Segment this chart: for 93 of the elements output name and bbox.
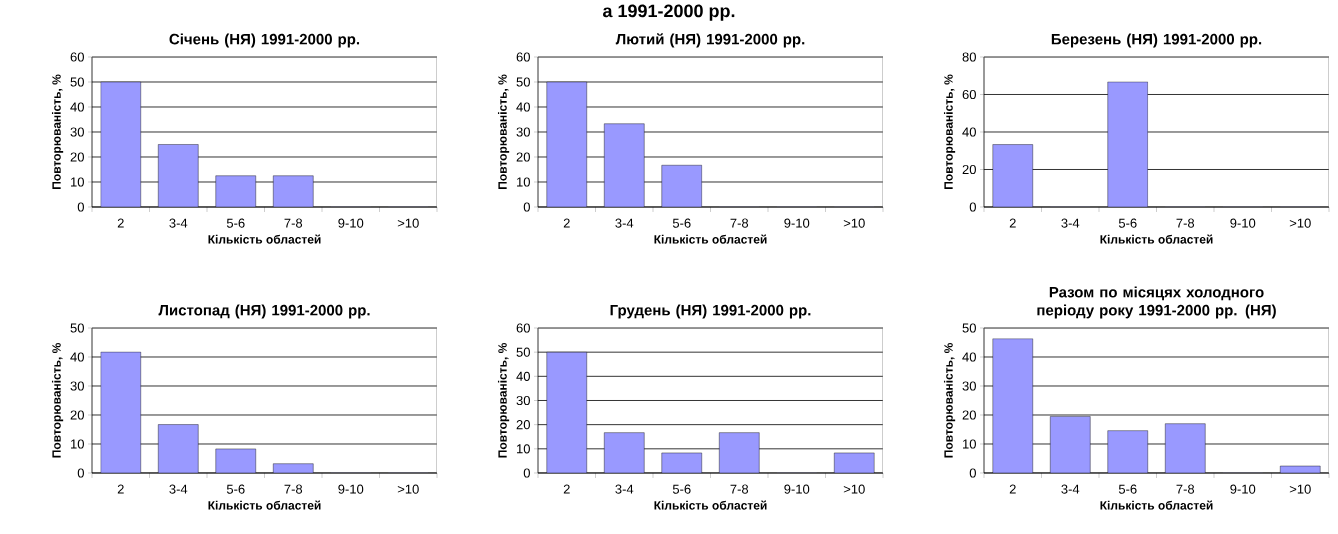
text: а 1991-2000 рр. bbox=[603, 4, 735, 21]
x-tick-label: 2 bbox=[1009, 218, 1016, 228]
x-tick-label: 2 bbox=[117, 484, 124, 494]
y-axis-title: Повторюваність, % bbox=[51, 343, 64, 458]
x-tick-label: 7-8 bbox=[284, 484, 303, 494]
x-tick-label: 2 bbox=[117, 218, 124, 228]
y-tick-label: 20 bbox=[962, 410, 976, 420]
y-tick-label: 10 bbox=[963, 439, 976, 449]
y-tick-label: 20 bbox=[70, 410, 84, 420]
x-tick-label: 3-4 bbox=[615, 484, 634, 494]
y-tick-label: 40 bbox=[962, 127, 976, 137]
x-tick-label: >10 bbox=[1289, 218, 1311, 228]
y-tick-label: 40 bbox=[70, 352, 84, 362]
x-tick-label: 3-4 bbox=[1061, 218, 1080, 228]
x-tick-label: >10 bbox=[397, 484, 419, 494]
y-tick-label: 60 bbox=[516, 323, 530, 333]
x-tick-label: >10 bbox=[1289, 484, 1311, 494]
x-axis-title: Кількість областей bbox=[654, 500, 767, 510]
x-tick-label: 5-6 bbox=[226, 218, 245, 228]
x-tick-label: >10 bbox=[397, 218, 419, 228]
y-tick-label: 50 bbox=[516, 77, 530, 87]
chart-title: Березень (НЯ) 1991-2000 рр. bbox=[1051, 33, 1262, 48]
x-tick-label: 9-10 bbox=[1230, 218, 1256, 228]
x-axis-title: Кількість областей bbox=[1100, 500, 1213, 510]
y-tick-label: 20 bbox=[516, 152, 530, 162]
x-tick-label: 9-10 bbox=[1230, 484, 1256, 494]
y-tick-label: 0 bbox=[969, 468, 976, 478]
chart-title: Грудень (НЯ) 1991-2000 рр. bbox=[610, 304, 811, 319]
y-tick-label: 0 bbox=[77, 468, 84, 478]
y-tick-label: 40 bbox=[962, 352, 976, 362]
chart-title: Лютий (НЯ) 1991-2000 рр. bbox=[615, 33, 805, 48]
x-tick-label: 3-4 bbox=[169, 218, 188, 228]
x-tick-label: 9-10 bbox=[338, 218, 364, 228]
y-axis-title: Повторюваність, % bbox=[497, 74, 510, 189]
x-tick-label: 5-6 bbox=[1118, 484, 1137, 494]
y-tick-label: 30 bbox=[516, 395, 530, 406]
chart-title: Листопад (НЯ) 1991-2000 рр. bbox=[158, 304, 370, 319]
y-tick-label: 50 bbox=[70, 323, 84, 333]
chart-title: Разом по місяцях холодного періоду року 1991-2000 рр. (НЯ) bbox=[1037, 286, 1276, 319]
y-tick-label: 30 bbox=[70, 381, 84, 391]
x-axis-title: Кількість областей bbox=[208, 234, 321, 244]
x-tick-label: 7-8 bbox=[284, 218, 303, 228]
y-tick-label: 20 bbox=[70, 152, 84, 162]
y-axis-title: Повторюваність, % bbox=[51, 74, 64, 189]
y-tick-label: 10 bbox=[517, 177, 530, 187]
x-tick-label: 2 bbox=[1009, 484, 1016, 494]
x-tick-label: 7-8 bbox=[1176, 218, 1195, 228]
y-tick-label: 50 bbox=[962, 323, 976, 333]
y-tick-label: 60 bbox=[962, 89, 976, 100]
y-tick-label: 0 bbox=[77, 202, 84, 212]
y-tick-label: 40 bbox=[70, 102, 84, 112]
x-tick-label: 3-4 bbox=[169, 484, 188, 494]
x-tick-label: 5-6 bbox=[672, 484, 691, 494]
y-axis-title: Повторюваність, % bbox=[943, 74, 956, 189]
y-tick-label: 30 bbox=[70, 127, 84, 137]
x-tick-label: 2 bbox=[563, 218, 570, 228]
x-tick-label: 7-8 bbox=[1176, 484, 1195, 494]
x-tick-label: 5-6 bbox=[1118, 218, 1137, 228]
y-tick-label: 10 bbox=[71, 439, 84, 449]
x-tick-label: 9-10 bbox=[338, 484, 364, 494]
y-tick-label: 50 bbox=[516, 347, 530, 357]
y-tick-label: 60 bbox=[70, 52, 84, 62]
x-tick-label: 2 bbox=[563, 484, 570, 494]
y-axis-title: Повторюваність, % bbox=[497, 343, 510, 458]
y-tick-label: 20 bbox=[962, 164, 976, 175]
y-axis-title: Повторюваність, % bbox=[943, 343, 956, 458]
x-tick-label: >10 bbox=[843, 218, 865, 228]
x-tick-label: 3-4 bbox=[615, 218, 634, 228]
x-tick-label: 5-6 bbox=[672, 218, 691, 228]
y-tick-label: 30 bbox=[962, 381, 976, 391]
y-tick-label: 10 bbox=[517, 444, 530, 454]
y-tick-label: 80 bbox=[962, 52, 976, 62]
y-tick-label: 40 bbox=[516, 102, 530, 112]
chart-title: Січень (НЯ) 1991-2000 рр. bbox=[169, 33, 360, 48]
y-tick-label: 50 bbox=[70, 77, 84, 87]
x-tick-label: 5-6 bbox=[226, 484, 245, 494]
y-tick-label: 30 bbox=[516, 127, 530, 137]
x-tick-label: >10 bbox=[843, 484, 865, 494]
x-axis-title: Кількість областей bbox=[1100, 234, 1213, 244]
x-tick-label: 9-10 bbox=[784, 218, 810, 228]
x-tick-label: 3-4 bbox=[1061, 484, 1080, 494]
x-axis-title: Кількість областей bbox=[654, 234, 767, 244]
y-tick-label: 0 bbox=[523, 202, 530, 212]
y-tick-label: 60 bbox=[516, 52, 530, 62]
y-tick-label: 10 bbox=[71, 177, 84, 187]
x-tick-label: 7-8 bbox=[730, 484, 749, 494]
x-tick-label: 9-10 bbox=[784, 484, 810, 494]
y-tick-label: 40 bbox=[516, 371, 530, 381]
y-tick-label: 20 bbox=[516, 420, 530, 430]
x-axis-title: Кількість областей bbox=[208, 500, 321, 510]
y-tick-label: 0 bbox=[523, 468, 530, 478]
y-tick-label: 0 bbox=[969, 202, 976, 212]
x-tick-label: 7-8 bbox=[730, 218, 749, 228]
